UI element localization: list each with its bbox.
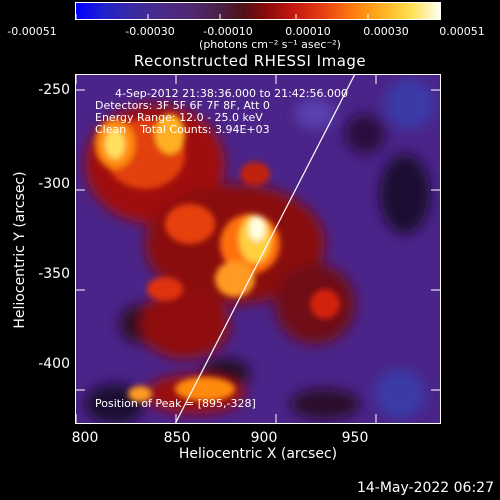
y-tick: -250 (38, 82, 70, 98)
limb-line (174, 74, 356, 424)
clean-counts: Clean Total Counts: 3.94E+03 (95, 123, 270, 136)
detectors: Detectors: 3F 5F 6F 7F 8F, Att 0 (95, 99, 270, 112)
colorbar (75, 2, 441, 20)
x-tick: 900 (250, 430, 278, 446)
x-tick: 850 (163, 430, 191, 446)
timestamp: 14-May-2022 06:27 (356, 480, 494, 496)
x-tick: 950 (341, 430, 369, 446)
colorbar-tick: -0.00030 (125, 25, 175, 38)
plot-title: Reconstructed RHESSI Image (133, 52, 367, 70)
y-tick: -400 (38, 356, 70, 372)
colorbar-tick: -0.00010 (203, 25, 253, 38)
x-axis-label: Heliocentric X (arcsec) (178, 446, 338, 462)
colorbar-tick: 0.00051 (439, 25, 485, 38)
x-tick: 800 (71, 430, 99, 446)
time-range: 4-Sep-2012 21:38:36.000 to 21:42:56.000 (115, 87, 348, 100)
y-axis-label: Heliocentric Y (arcsec) (12, 171, 28, 329)
colorbar-unit: (photons cm⁻² s⁻¹ asec⁻²) (199, 38, 341, 51)
colorbar-ticks (75, 14, 441, 20)
rhessi-image (75, 74, 441, 424)
colorbar-tick: 0.00010 (285, 25, 331, 38)
colorbar-tick: -0.00051 (7, 25, 57, 38)
peak-position: Position of Peak = [895,-328] (95, 397, 256, 410)
energy-range: Energy Range: 12.0 - 25.0 keV (95, 111, 263, 124)
colorbar-tick: 0.00030 (363, 25, 409, 38)
y-tick: -350 (38, 266, 70, 282)
y-tick: -300 (38, 176, 70, 192)
